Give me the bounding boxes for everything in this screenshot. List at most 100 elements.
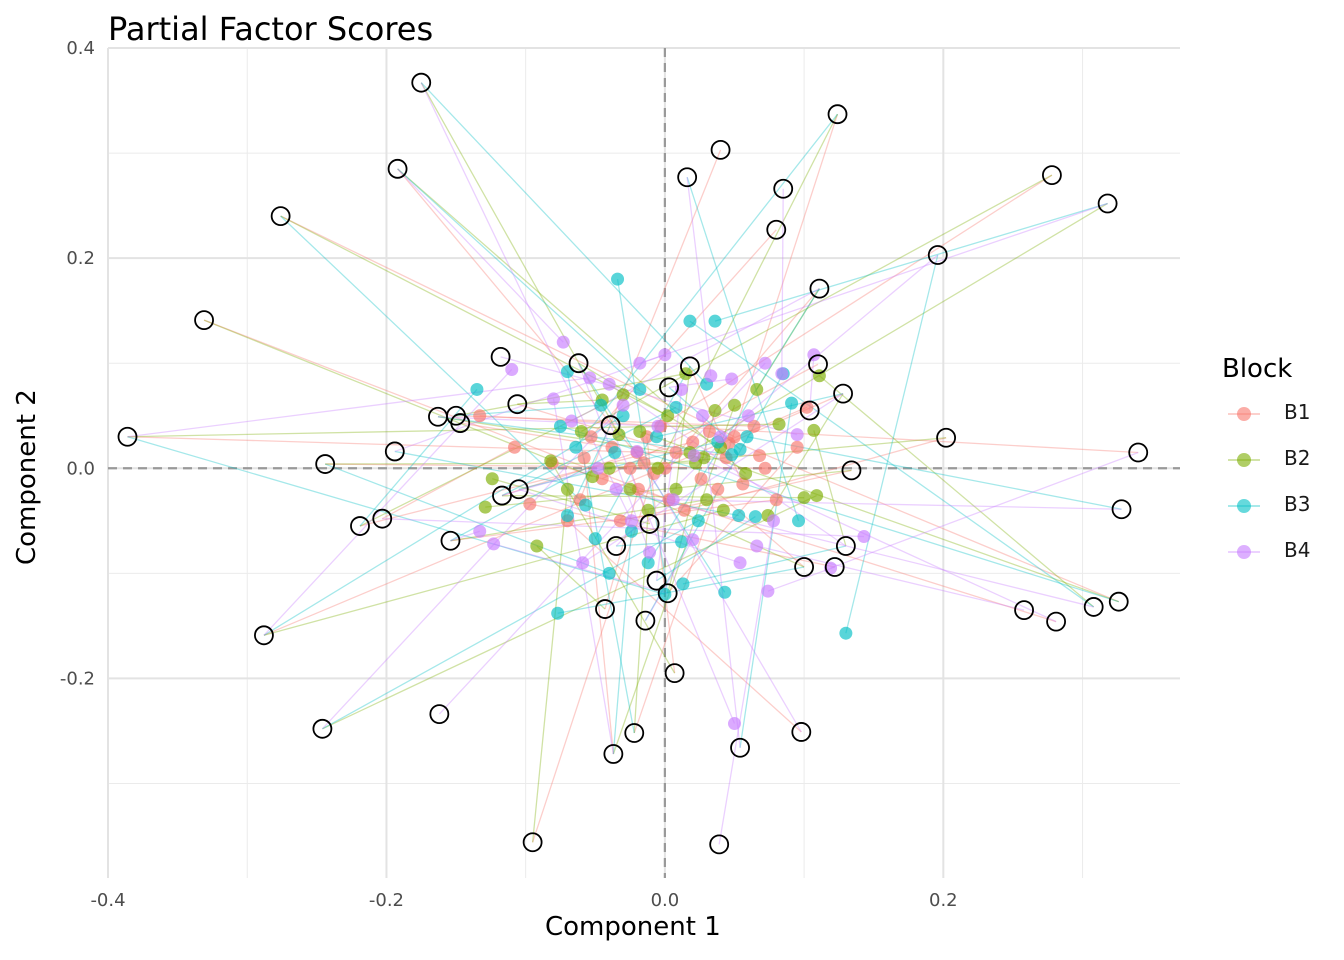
- global-score-circle: [709, 834, 730, 855]
- point-b1: [686, 435, 700, 449]
- link-b2: [450, 499, 707, 542]
- point-b3: [708, 314, 722, 328]
- point-b2: [700, 493, 714, 507]
- link-b3: [557, 566, 805, 614]
- legend-item-b2: B2: [1222, 438, 1310, 484]
- link-b2: [397, 168, 747, 474]
- link-b2: [485, 469, 852, 508]
- global-score-circle: [603, 744, 624, 764]
- point-b4: [727, 717, 741, 731]
- point-b2: [772, 417, 786, 431]
- point-b3: [553, 419, 567, 433]
- global-score-circle: [659, 377, 679, 398]
- point-b1: [623, 461, 637, 475]
- global-score-circle: [595, 599, 615, 619]
- global-score-circle: [808, 354, 828, 375]
- global-score-circle: [827, 104, 848, 125]
- point-b2: [810, 489, 824, 503]
- global-score-circle: [117, 426, 138, 447]
- link-b4: [608, 383, 847, 547]
- link-b4: [609, 424, 736, 724]
- global-score-circle: [492, 485, 512, 506]
- global-score-circle: [490, 346, 511, 367]
- point-b4: [565, 414, 579, 428]
- link-b3: [359, 389, 478, 527]
- link-b1: [460, 422, 613, 448]
- point-b3: [616, 409, 630, 423]
- global-score-circle: [1128, 442, 1149, 463]
- link-b2: [675, 366, 691, 490]
- global-score-circle: [791, 722, 812, 742]
- link-b3: [501, 406, 677, 497]
- point-b1: [702, 424, 716, 438]
- link-b1: [601, 363, 819, 480]
- link-b2: [127, 423, 780, 438]
- point-b2: [544, 454, 558, 468]
- point-b4: [547, 392, 561, 406]
- link-b1: [517, 403, 677, 454]
- link-b2: [203, 319, 593, 478]
- link-b2: [813, 430, 847, 547]
- point-b4: [758, 356, 772, 370]
- global-score-circle: [606, 536, 627, 556]
- global-score-circle: [639, 514, 660, 534]
- point-b2: [697, 451, 711, 465]
- point-b4: [633, 356, 647, 370]
- point-b3: [560, 365, 574, 379]
- link-b3: [397, 168, 641, 390]
- point-b3: [683, 314, 697, 328]
- link-b2: [322, 494, 817, 730]
- global-score-circles: [117, 72, 1149, 855]
- point-b1: [790, 440, 804, 454]
- link-b3: [280, 215, 586, 506]
- global-score-circle: [507, 394, 528, 415]
- global-score-circle: [429, 704, 450, 725]
- point-b3: [785, 396, 799, 410]
- point-b4: [556, 335, 570, 349]
- global-score-circle: [799, 400, 820, 421]
- link-b4: [397, 168, 564, 343]
- point-b4: [658, 348, 672, 362]
- point-b1: [584, 430, 598, 444]
- point-b1: [747, 419, 761, 433]
- global-score-circle: [680, 356, 700, 377]
- link-b4: [781, 188, 784, 374]
- link-b3: [644, 373, 784, 621]
- link-b3: [689, 320, 1095, 608]
- point-b4: [733, 556, 747, 570]
- point-b4: [473, 524, 487, 538]
- link-b2: [455, 373, 686, 417]
- global-score-circle: [657, 583, 678, 604]
- x-axis-label: Component 1: [545, 912, 721, 942]
- link-b4: [693, 455, 1057, 623]
- global-score-circle: [664, 663, 685, 684]
- point-b2: [651, 461, 665, 475]
- point-b2: [612, 428, 626, 442]
- point-b1: [736, 477, 750, 491]
- point-b4: [766, 514, 780, 528]
- global-score-circle: [194, 310, 214, 331]
- point-b4: [616, 398, 630, 412]
- global-score-circle: [710, 140, 731, 160]
- point-b2: [623, 482, 637, 496]
- point-b4: [666, 493, 680, 507]
- global-score-circle: [677, 167, 698, 188]
- link-b4: [639, 202, 1108, 364]
- point-b3: [669, 400, 683, 414]
- link-b3: [647, 288, 820, 564]
- global-score-circle: [927, 245, 948, 265]
- link-b1: [633, 489, 719, 734]
- point-b3: [792, 514, 806, 528]
- axis-tick-labels: -0.4 -0.2 0.0 0.2 -0.2 0.0 0.2 0.4: [60, 38, 958, 911]
- point-b2: [478, 500, 492, 514]
- global-score-circle: [809, 278, 830, 299]
- x-tick-label: -0.4: [90, 890, 125, 911]
- point-b2: [750, 382, 764, 396]
- point-b3: [579, 498, 593, 512]
- link-b4: [501, 467, 599, 497]
- point-b1: [711, 482, 725, 496]
- link-b3: [263, 415, 624, 636]
- link-b2: [657, 113, 839, 469]
- point-b4: [725, 372, 739, 386]
- link-b3: [845, 254, 939, 634]
